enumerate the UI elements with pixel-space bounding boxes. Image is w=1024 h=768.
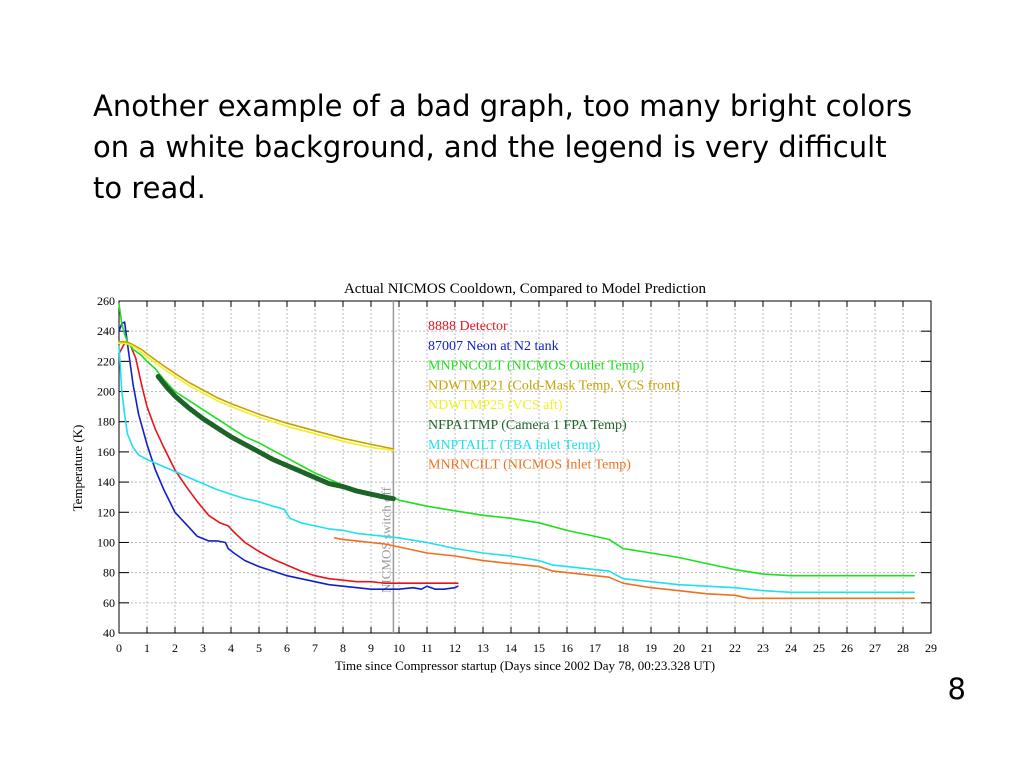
legend-entry-5: NFPA1TMP (Camera 1 FPA Temp) (428, 418, 627, 433)
x-tick-label: 27 (869, 641, 881, 655)
x-tick-label: 13 (477, 641, 489, 655)
x-tick-label: 28 (897, 641, 909, 655)
x-tick-label: 23 (757, 641, 769, 655)
y-tick-label: 40 (103, 626, 115, 640)
y-tick-label: 200 (97, 385, 115, 399)
legend-entry-0: 8888 Detector (428, 319, 508, 334)
legend-entry-4: NDWTMP25 (VCS aft) (428, 398, 563, 413)
series-lines (118, 303, 916, 600)
legend-entry-2: MNPNCOLT (NICMOS Outlet Temp) (428, 359, 645, 374)
x-tick-label: 25 (813, 641, 825, 655)
x-tick-label: 1 (144, 641, 150, 655)
legend-entry-1: 87007 Neon at N2 tank (428, 339, 559, 354)
x-tick-label: 19 (645, 641, 657, 655)
x-tick-label: 14 (505, 641, 517, 655)
page-number: 8 (947, 672, 966, 706)
x-tick-label: 15 (533, 641, 545, 655)
chart-title: Actual NICMOS Cooldown, Compared to Mode… (344, 281, 707, 297)
y-tick-label: 220 (97, 354, 115, 368)
series-line-7 (333, 537, 916, 600)
y-tick-label: 180 (97, 415, 115, 429)
x-tick-label: 22 (729, 641, 741, 655)
x-tick-label: 8 (340, 641, 346, 655)
switch-off-label: NICMOS switch off (378, 486, 393, 593)
x-tick-label: 21 (701, 641, 713, 655)
x-tick-label: 0 (116, 641, 122, 655)
x-tick-label: 18 (617, 641, 629, 655)
series-line-3 (118, 340, 395, 450)
y-tick-label: 60 (103, 596, 115, 610)
x-tick-label: 5 (256, 641, 262, 655)
x-tick-label: 10 (393, 641, 405, 655)
x-tick-label: 29 (925, 641, 937, 655)
series-line-1 (118, 321, 459, 591)
series-line-4 (118, 342, 395, 452)
series-line-0 (118, 342, 459, 585)
plot-frame (118, 300, 932, 634)
x-tick-label: 9 (368, 641, 374, 655)
y-tick-label: 160 (97, 445, 115, 459)
x-tick-label: 20 (673, 641, 685, 655)
x-tick-label: 2 (172, 641, 178, 655)
x-tick-label: 17 (589, 641, 601, 655)
x-axis-label: Time since Compressor startup (Days sinc… (335, 658, 715, 673)
y-tick-label: 140 (97, 475, 115, 489)
y-tick-label: 240 (97, 324, 115, 338)
y-axis-label: Temperature (K) (70, 425, 85, 512)
series-line-5 (155, 374, 396, 502)
x-tick-label: 3 (200, 641, 206, 655)
x-tick-label: 16 (561, 641, 573, 655)
x-tick-label: 7 (312, 641, 318, 655)
x-tick-label: 6 (284, 641, 290, 655)
y-tick-label: 80 (103, 566, 115, 580)
x-tick-label: 11 (421, 641, 433, 655)
x-tick-label: 12 (449, 641, 461, 655)
legend-entry-6: MNPTAILT (TBA Inlet Temp) (428, 438, 601, 453)
legend-entry-7: MNRNCILT (NICMOS Inlet Temp) (428, 458, 631, 473)
x-tick-label: 24 (785, 641, 797, 655)
series-line-6 (118, 345, 916, 594)
axes: 0 1 2 3 4 5 6 7 8 9 10 11 12 13 14 15 16 17 18 19 20 21 22 23 24… (97, 294, 937, 655)
legend-entry-3: NDWTMP21 (Cold-Mask Temp, VCS front) (428, 378, 680, 393)
x-tick-label: 4 (228, 641, 234, 655)
y-tick-label: 260 (97, 294, 115, 308)
y-tick-label: 100 (97, 535, 115, 549)
x-tick-label: 26 (841, 641, 853, 655)
y-tick-label: 120 (97, 505, 115, 519)
slide-body-text: Another example of a bad graph, too many… (93, 89, 913, 205)
legend: 8888 Detector 87007 Neon at N2 tank MNPNCO… (428, 319, 680, 473)
